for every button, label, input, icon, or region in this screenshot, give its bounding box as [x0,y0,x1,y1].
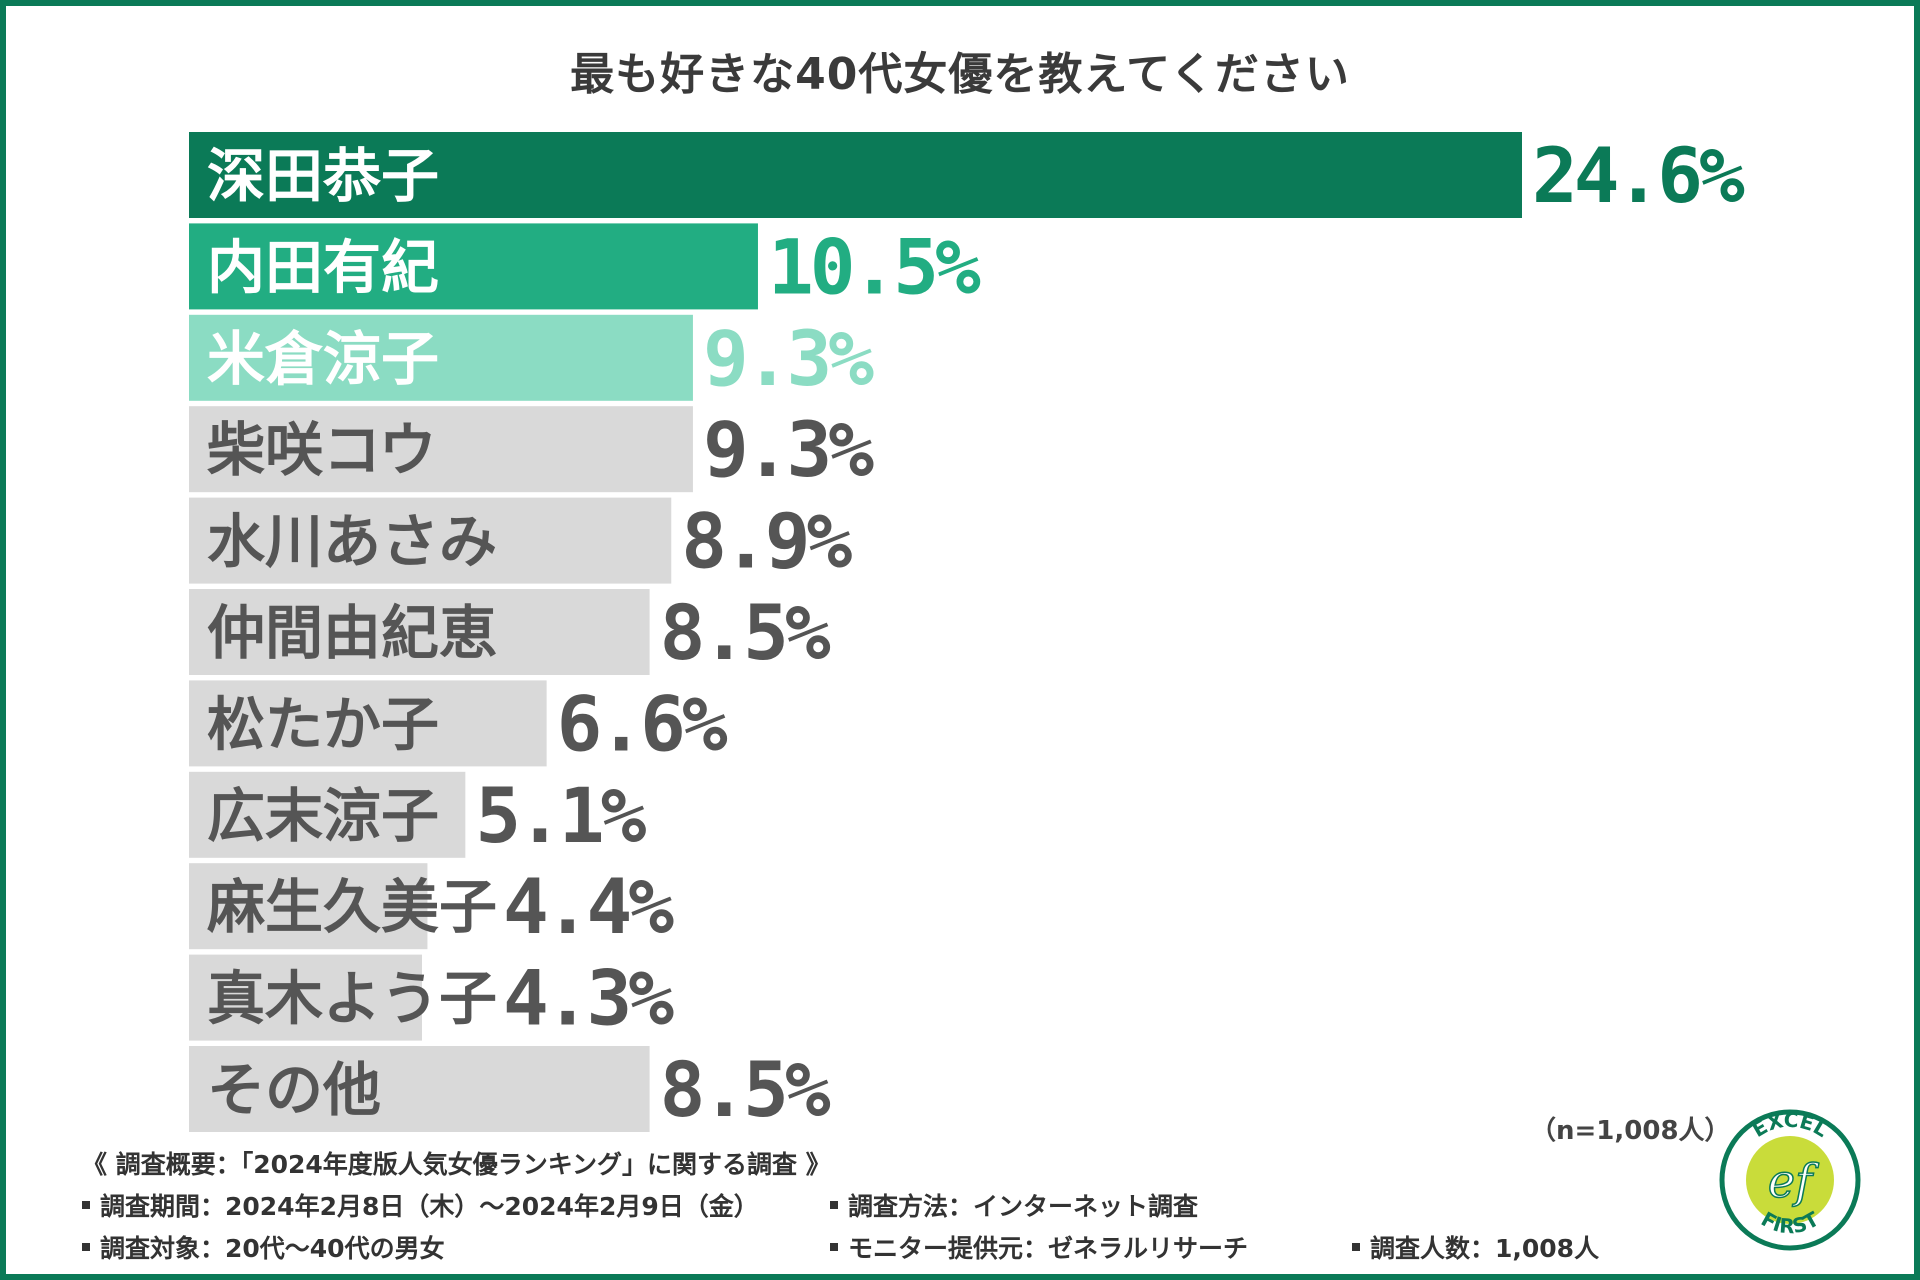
excel-first-logo: EXCEL FIRST ef [1719,1108,1861,1251]
survey-summary: 《 調査概要：「2024年度版人気女優ランキング」に関する調査 》 [82,1150,831,1179]
bullet-icon [82,1201,90,1209]
chart-title: 最も好きな40代女優を教えてください [570,49,1350,100]
bullet-icon [82,1243,90,1251]
bar-1 [189,132,1522,218]
bar-value-label: 9.3% [703,405,874,494]
survey-method: 調査方法：インターネット調査 [848,1192,1199,1221]
bar-3 [189,314,693,401]
bar-6 [189,589,650,675]
bar-value-label: 8.9% [681,497,852,586]
survey-count-row: 調査人数：1,008人 [1352,1229,1599,1265]
survey-count: 調査人数：1,008人 [1370,1234,1600,1263]
bar-9 [189,863,428,950]
bar-11 [189,1046,650,1132]
bar-4 [189,406,693,493]
survey-period: 調査期間：2024年2月8日（木）〜2024年2月9日（金） [100,1192,759,1221]
bar-value-label: 9.3% [703,314,874,403]
bar-value-label: 8.5% [660,1045,831,1134]
bar-category-label: 麻生久美子 [207,873,497,941]
bar-value-label: 8.5% [660,588,831,677]
bar-2 [189,223,758,310]
survey-target: 調査対象：20代〜40代の男女 [100,1234,445,1263]
bar-10 [189,954,423,1041]
survey-method-row: 調査方法：インターネット調査 [830,1187,1198,1223]
bar-category-label: その他 [207,1056,381,1124]
logo-monogram: ef [1768,1154,1819,1208]
bullet-icon [830,1243,838,1251]
bar-7 [189,680,547,767]
survey-provider: モニター提供元：ゼネラルリサーチ [848,1234,1249,1263]
survey-period-row: 調査期間：2024年2月8日（木）〜2024年2月9日（金） [82,1187,759,1223]
survey-target-row: 調査対象：20代〜40代の男女 [82,1229,445,1265]
bar-category-label: 広末涼子 [207,782,439,850]
bar-value-label: 6.6% [557,679,728,768]
sample-size-note: （n=1,008人） [1530,1116,1731,1146]
survey-provider-row: モニター提供元：ゼネラルリサーチ [830,1229,1248,1265]
bar-value-label: 24.6% [1532,131,1745,220]
bar-category-label: 松たか子 [207,690,439,758]
bar-category-label: 深田恭子 [207,142,439,210]
logo-ring [1719,1109,1861,1251]
bar-value-label: 4.3% [503,954,674,1043]
bullet-icon [830,1201,838,1209]
bar-value-label: 4.4% [503,862,674,951]
bar-5 [189,497,672,584]
bar-value-label: 10.5% [768,222,981,311]
bar-category-label: 内田有紀 [207,233,439,301]
bar-category-label: 仲間由紀恵 [207,599,497,667]
bar-category-label: 柴咲コウ [207,416,437,484]
bar-category-label: 米倉涼子 [207,325,439,393]
bullet-icon [1352,1243,1360,1251]
bar-value-label: 5.1% [475,771,646,860]
logo-inner-circle [1746,1136,1834,1224]
bar-8 [189,771,466,858]
bar-category-label: 水川あさみ [207,508,497,576]
bar-category-label: 真木よう子 [207,965,497,1033]
